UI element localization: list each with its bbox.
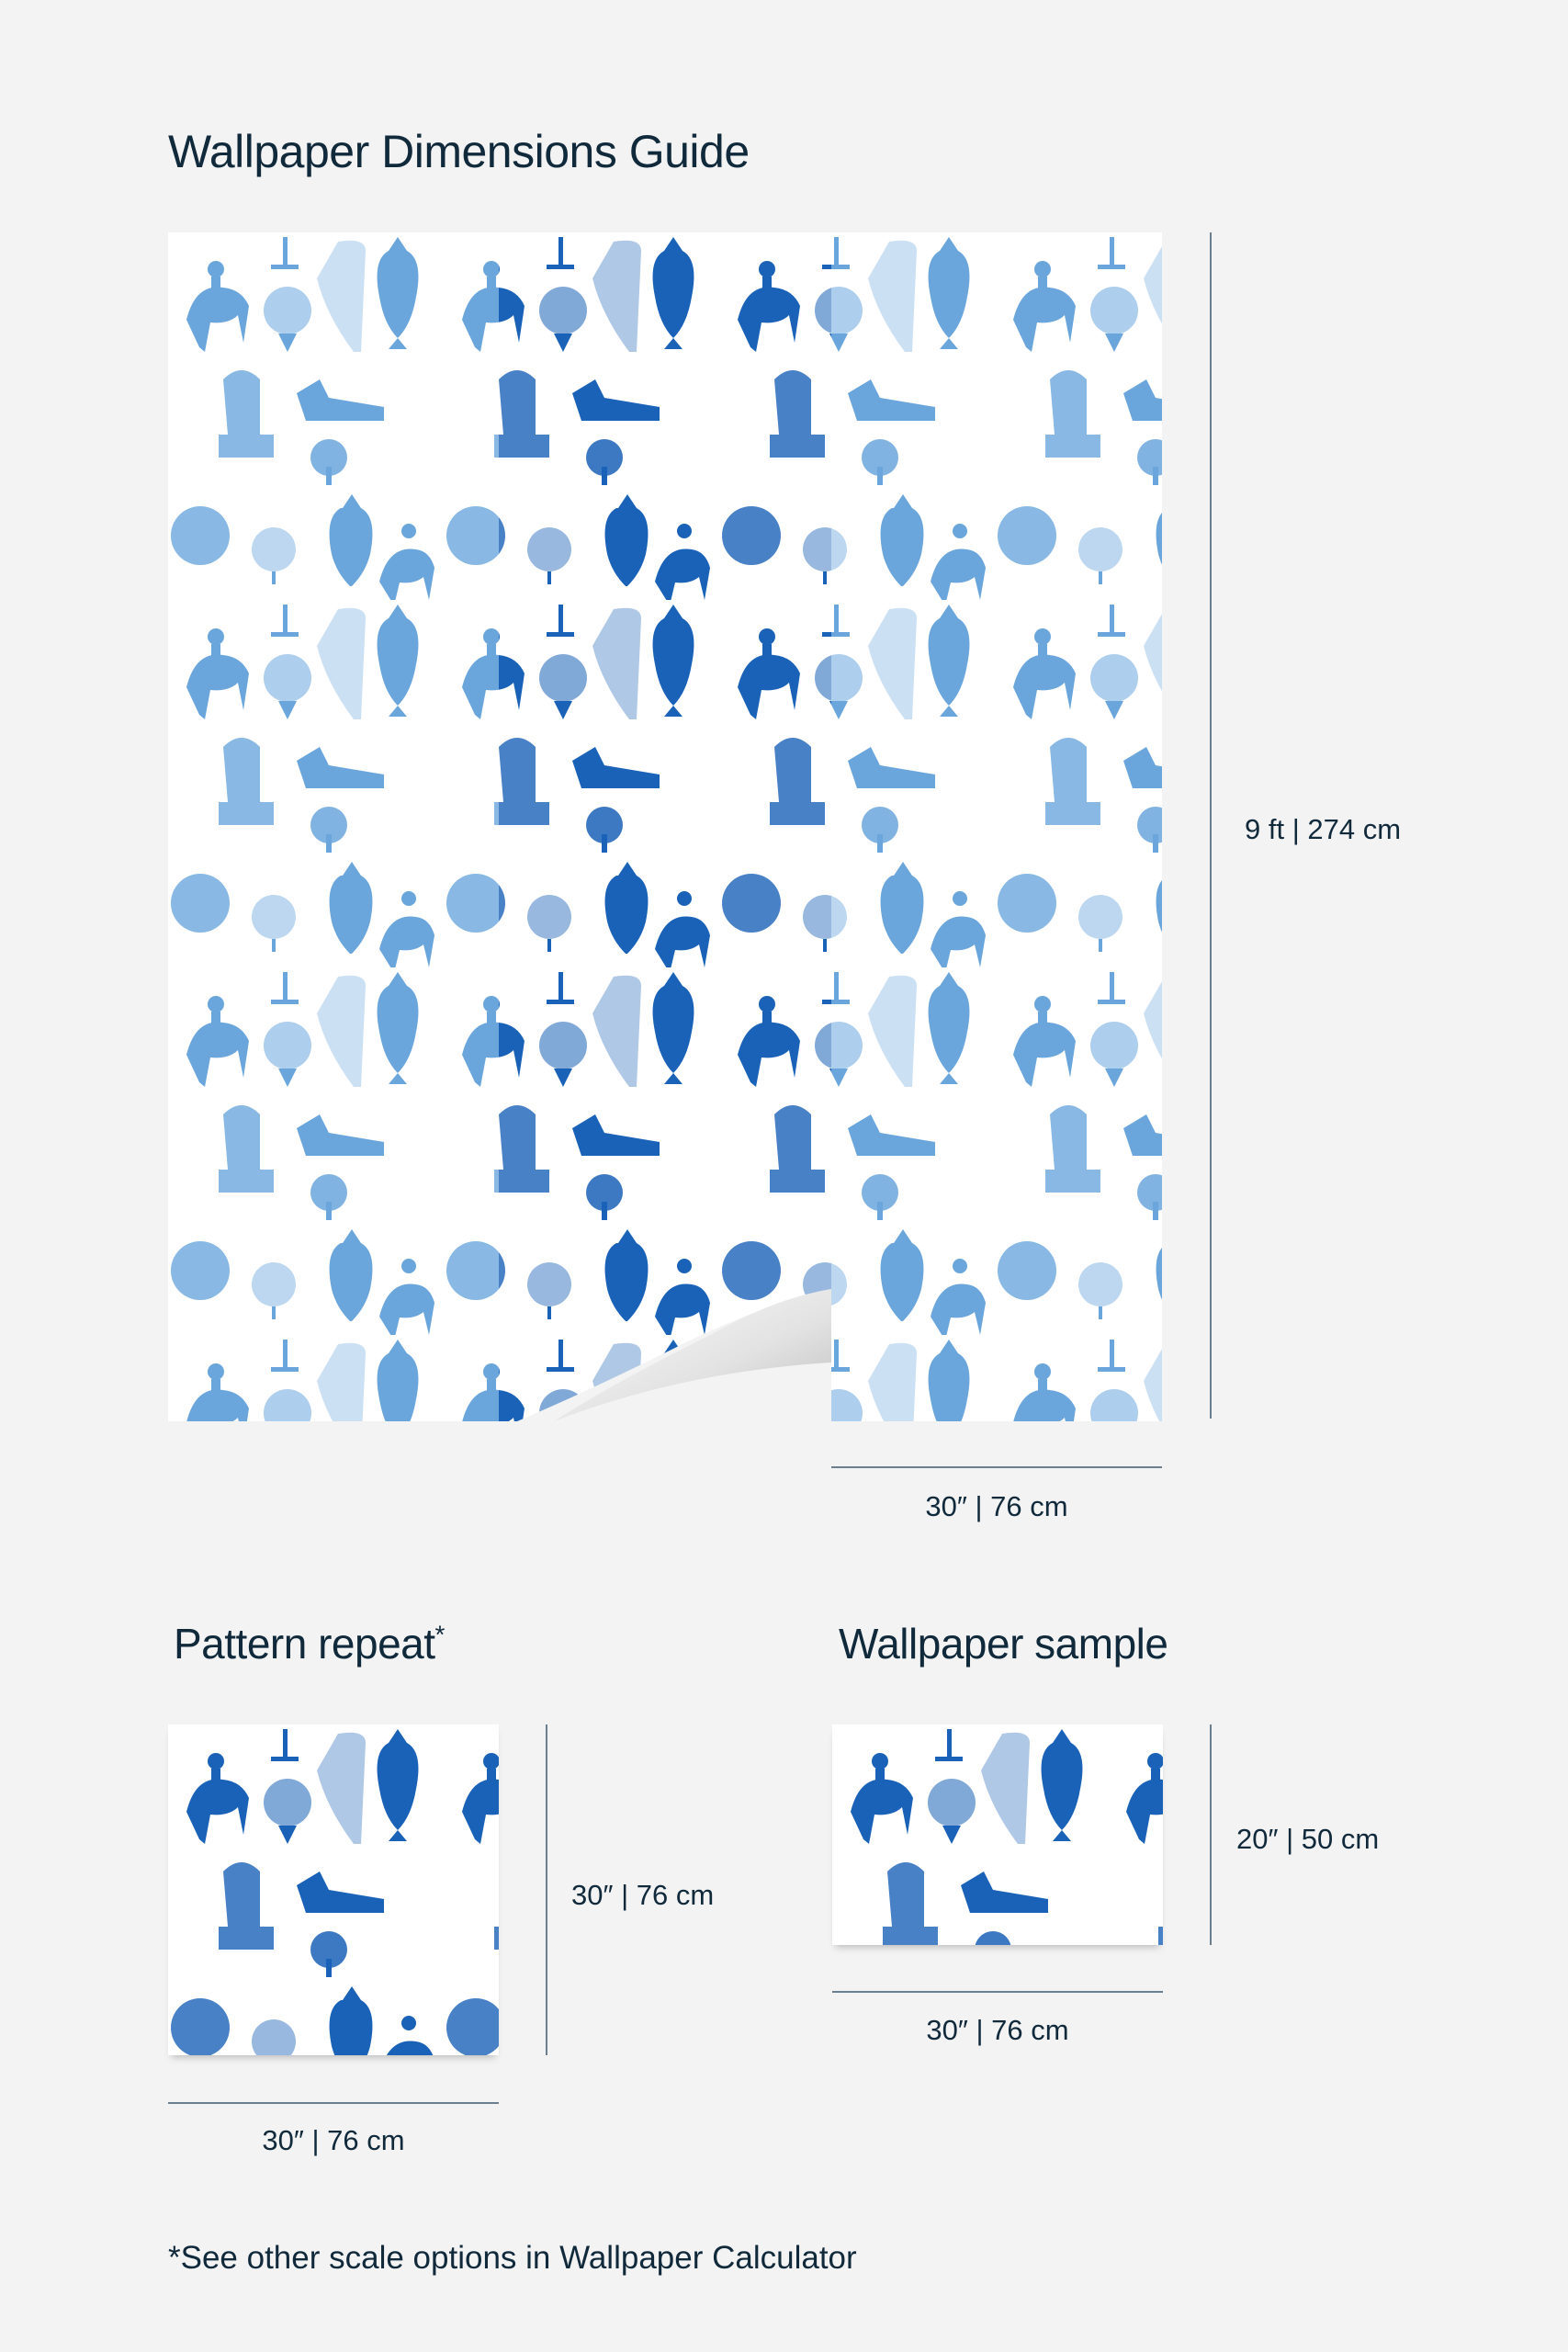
pattern-width-line <box>168 2102 499 2104</box>
width-dimension-line <box>831 1466 1162 1468</box>
sample-height-line <box>1210 1724 1212 1945</box>
pattern-repeat-heading-text: Pattern repeat <box>174 1620 435 1668</box>
panel-right <box>831 232 1162 1421</box>
sample-heading: Wallpaper sample <box>839 1620 1168 1668</box>
height-dimension-line <box>1210 232 1212 1419</box>
wallpaper-full-preview <box>168 232 1162 1421</box>
asterisk: * <box>434 1620 446 1649</box>
main-height-label: 9 ft | 274 cm <box>1245 813 1402 845</box>
main-width-label: 30″ | 76 cm <box>925 1490 1068 1522</box>
pattern-height-line <box>546 1724 547 2055</box>
sample-height-label: 20″ | 50 cm <box>1236 1823 1380 1855</box>
pattern-repeat-heading: Pattern repeat* <box>174 1619 445 1668</box>
page-title: Wallpaper Dimensions Guide <box>168 126 750 177</box>
pattern-repeat-preview <box>168 1724 499 2055</box>
panel-center <box>499 232 831 1421</box>
sample-width-line <box>832 1991 1163 1993</box>
pattern-height-label: 30″ | 76 cm <box>571 1879 715 1911</box>
panel-left <box>168 232 499 1421</box>
sample-width-label: 30″ | 76 cm <box>926 2014 1069 2046</box>
peeled-corner-icon <box>554 1289 831 1421</box>
sample-preview <box>832 1724 1163 1945</box>
pattern-width-label: 30″ | 76 cm <box>262 2124 405 2156</box>
footnote: *See other scale options in Wallpaper Ca… <box>168 2240 857 2276</box>
